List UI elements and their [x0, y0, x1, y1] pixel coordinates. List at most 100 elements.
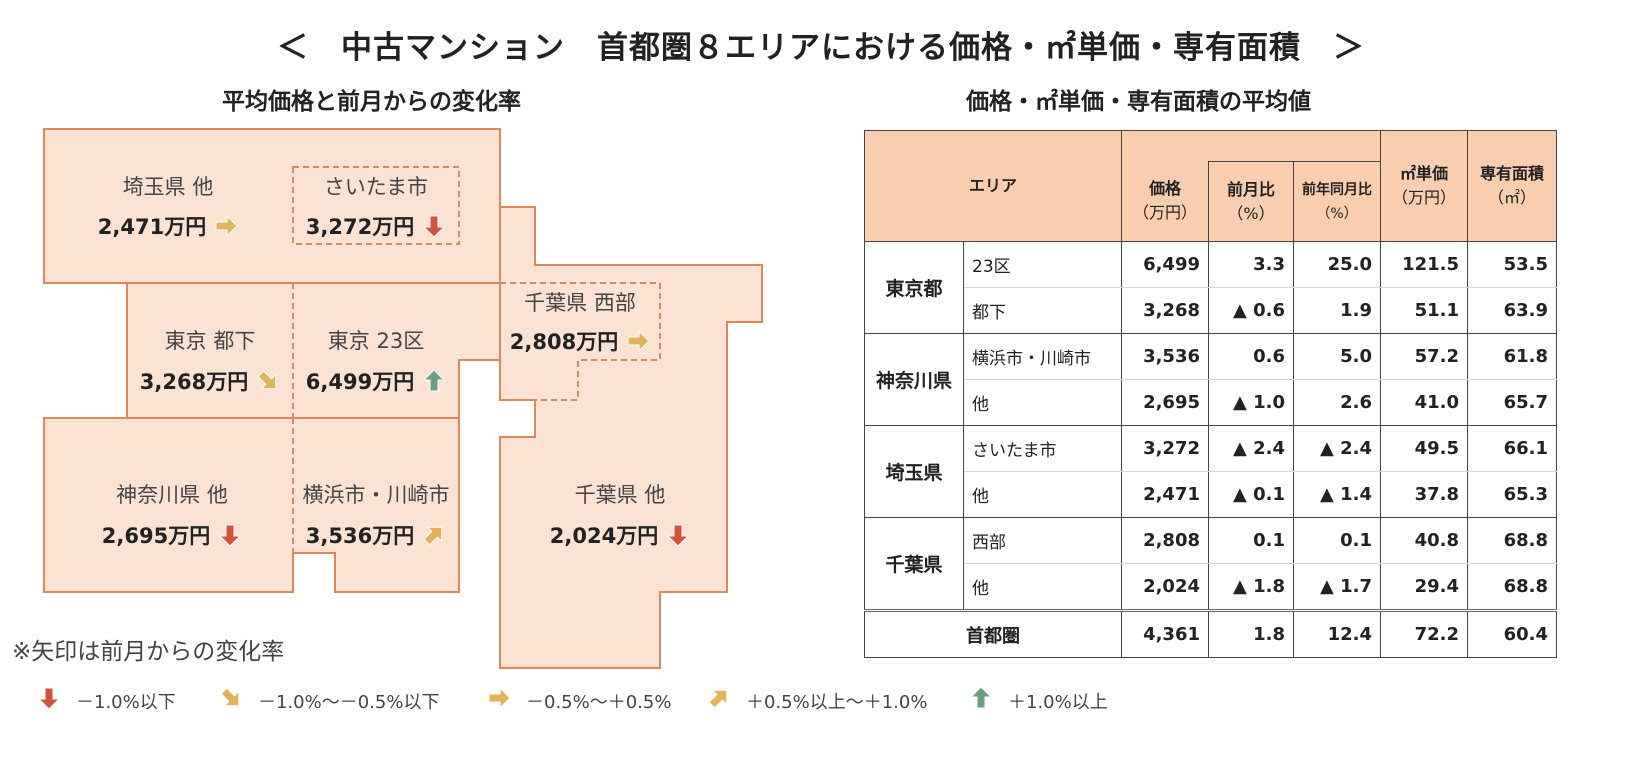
mom-cell: 3.3 — [1208, 241, 1294, 288]
yoy-cell: 5.0 — [1293, 333, 1381, 380]
mom-cell: ▲ 1.0 — [1208, 379, 1294, 426]
header-price: 価格 （万円） — [1121, 161, 1209, 242]
area-cell: 西部 — [963, 517, 1122, 564]
dashed-border-saitama-city — [292, 166, 460, 245]
floor-area-cell: 61.8 — [1467, 333, 1557, 380]
floor-area-cell: 68.8 — [1467, 517, 1557, 564]
prefecture-cell: 東京都 — [864, 241, 964, 334]
price-cell: 2,024 — [1121, 563, 1209, 611]
arrow-up-slight-icon — [423, 526, 443, 546]
map-subtitle: 平均価格と前月からの変化率 — [222, 89, 521, 115]
arrow-down-icon — [218, 524, 242, 547]
floor-area-cell: 53.5 — [1467, 241, 1557, 288]
total-price-cell: 4,361 — [1121, 609, 1209, 658]
price-cell: 3,272 — [1121, 425, 1209, 472]
prefecture-cell: 埼玉県 — [864, 425, 964, 518]
total-yoy-cell: 12.4 — [1293, 609, 1381, 658]
yoy-cell: ▲ 2.4 — [1293, 425, 1381, 472]
total-floor-area-cell: 60.4 — [1467, 609, 1557, 658]
table-row: 他 2,471 ▲ 0.1 ▲ 1.4 37.8 65.3 — [865, 471, 1557, 518]
legend-arrow-up-slight-icon — [708, 689, 728, 709]
area-cell: さいたま市 — [963, 425, 1122, 472]
price-cell: 2,471 — [1121, 471, 1209, 518]
yoy-cell: 1.9 — [1293, 287, 1381, 334]
floor-area-cell: 68.8 — [1467, 563, 1557, 611]
arrow-up-icon — [422, 369, 446, 392]
floor-area-cell: 65.7 — [1467, 379, 1557, 426]
unit-price-cell: 51.1 — [1380, 287, 1468, 334]
area-cell: 他 — [963, 379, 1122, 426]
header-area: エリア — [864, 130, 1122, 242]
region-price-tokyo-23: 6,499万円 — [306, 370, 414, 394]
prefecture-cell: 千葉県 — [864, 517, 964, 611]
unit-price-cell: 29.4 — [1380, 563, 1468, 611]
header-floor-area: 専有面積 （㎡） — [1467, 130, 1557, 242]
region-name-kanagawa-other: 神奈川県 他 — [116, 483, 228, 507]
table-row: 他 2,695 ▲ 1.0 2.6 41.0 65.7 — [865, 379, 1557, 426]
price-cell: 2,808 — [1121, 517, 1209, 564]
mom-cell: ▲ 1.8 — [1208, 563, 1294, 611]
area-cell: 都下 — [963, 287, 1122, 334]
header-price-group — [1121, 130, 1381, 162]
mom-cell: 0.6 — [1208, 333, 1294, 380]
region-price-chiba-west: 2,808万円 — [510, 330, 618, 354]
legend-label: －0.5%～＋0.5% — [526, 692, 672, 713]
legend-arrow-up-icon — [969, 686, 993, 709]
header-unit-price: ㎡単価 （万円） — [1380, 130, 1468, 242]
legend-label: ＋0.5%以上～＋1.0% — [746, 692, 928, 713]
region-price-chiba-other: 2,024万円 — [550, 524, 658, 548]
unit-price-cell: 49.5 — [1380, 425, 1468, 472]
yoy-cell: ▲ 1.7 — [1293, 563, 1381, 611]
legend-arrow-down-slight-icon — [220, 687, 240, 707]
total-mom-cell: 1.8 — [1208, 609, 1294, 658]
legend-label: ＋1.0%以上 — [1008, 692, 1108, 713]
region-price-yokohama-kawasaki: 3,536万円 — [306, 524, 414, 548]
table-row: 東京都 23区 6,499 3.3 25.0 121.5 53.5 — [864, 241, 1557, 334]
main-title: ＜ 中古マンション 首都圏８エリアにおける価格・㎡単価・専有面積 ＞ — [277, 30, 1365, 66]
area-cell: 他 — [963, 471, 1122, 518]
stats-table: エリア ㎡単価 （万円） 専有面積 （㎡） 価格 （万円） 前月比 （%） 前年同月比（… — [864, 130, 1557, 658]
total-label: 首都圏 — [864, 609, 1122, 658]
mom-cell: ▲ 2.4 — [1208, 425, 1294, 472]
arrow-flat-icon — [627, 329, 650, 353]
arrow-down-icon — [666, 524, 690, 547]
yoy-cell: 0.1 — [1293, 517, 1381, 564]
table-row: 神奈川県 横浜市・川崎市 3,536 0.6 5.0 57.2 61.8 — [864, 333, 1557, 426]
region-name-chiba-west: 千葉県 西部 — [524, 291, 636, 315]
price-cell: 3,268 — [1121, 287, 1209, 334]
header-yoy: 前年同月比 （%） — [1293, 161, 1381, 242]
region-price-tokyo-toka: 3,268万円 — [140, 370, 248, 394]
arrow-down-icon — [422, 215, 446, 238]
region-name-yokohama-kawasaki: 横浜市・川崎市 — [303, 483, 450, 507]
unit-price-cell: 37.8 — [1380, 471, 1468, 518]
price-cell: 6,499 — [1121, 241, 1209, 288]
mom-cell: 0.1 — [1208, 517, 1294, 564]
mom-cell: ▲ 0.1 — [1208, 471, 1294, 518]
floor-area-cell: 65.3 — [1467, 471, 1557, 518]
prefecture-cell: 神奈川県 — [864, 333, 964, 426]
floor-area-cell: 66.1 — [1467, 425, 1557, 472]
legend-label: －1.0%～－0.5%以下 — [258, 692, 440, 713]
region-shape-saitama — [43, 128, 501, 284]
arrow-down-slight-icon — [257, 370, 277, 390]
unit-price-cell: 57.2 — [1380, 333, 1468, 380]
total-row: 首都圏 4,361 1.8 12.4 72.2 60.4 — [864, 609, 1557, 658]
area-cell: 他 — [963, 563, 1122, 611]
arrow-flat-icon — [215, 214, 238, 238]
unit-price-cell: 41.0 — [1380, 379, 1468, 426]
floor-area-cell: 63.9 — [1467, 287, 1557, 334]
unit-price-cell: 121.5 — [1380, 241, 1468, 288]
total-unit-price-cell: 72.2 — [1380, 609, 1468, 658]
footnote: ※矢印は前月からの変化率 — [12, 639, 285, 665]
legend-arrow-flat-icon — [488, 686, 511, 710]
legend-arrow-down-icon — [37, 687, 61, 710]
table-row: 他 2,024 ▲ 1.8 ▲ 1.7 29.4 68.8 — [865, 563, 1557, 611]
yoy-cell: 25.0 — [1293, 241, 1381, 288]
price-cell: 3,536 — [1121, 333, 1209, 380]
price-cell: 2,695 — [1121, 379, 1209, 426]
unit-price-cell: 40.8 — [1380, 517, 1468, 564]
region-shape-chiba — [499, 206, 763, 669]
table-row: 千葉県 西部 2,808 0.1 0.1 40.8 68.8 — [864, 517, 1557, 611]
table-row: 都下 3,268 ▲ 0.6 1.9 51.1 63.9 — [865, 287, 1557, 334]
